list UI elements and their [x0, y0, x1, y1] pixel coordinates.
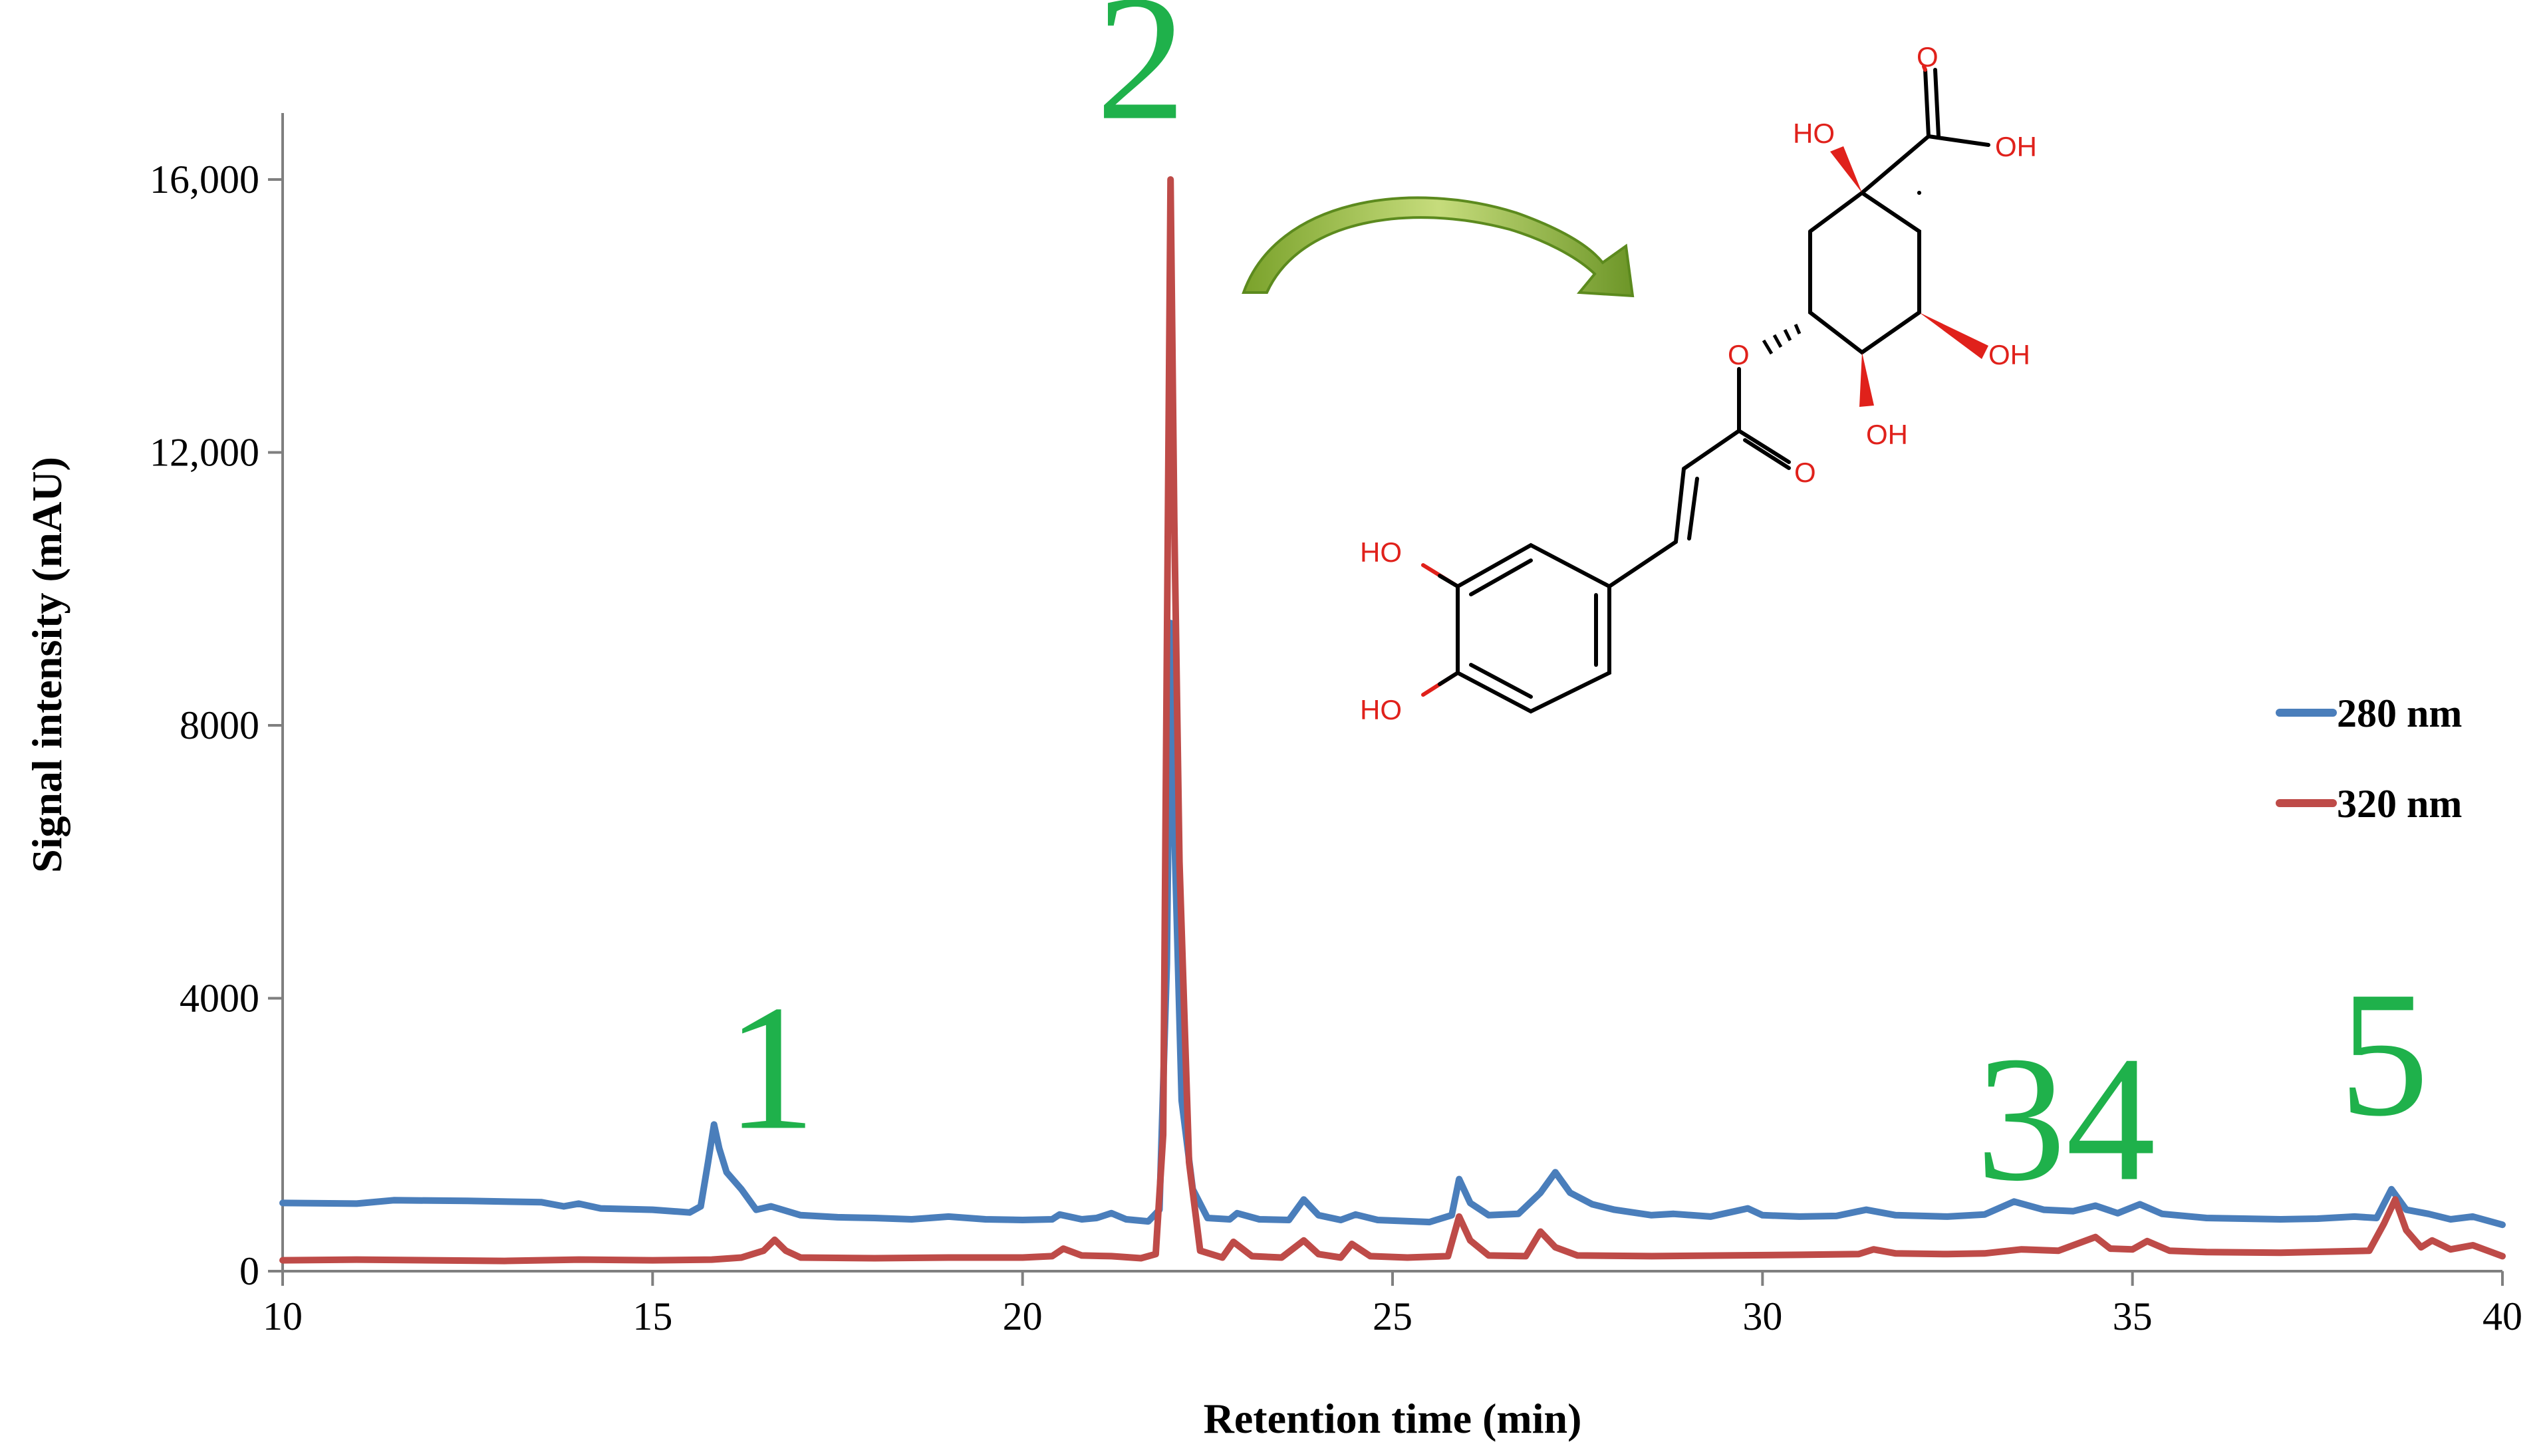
x-tick-label: 25 [1373, 1294, 1412, 1338]
x-tick-label: 10 [263, 1294, 303, 1338]
peak-label: 1 [726, 968, 816, 1167]
y-tick-label: 8000 [180, 703, 259, 747]
legend: 280 nm 320 nm [2276, 691, 2462, 826]
axes [281, 113, 2502, 1273]
atom-oh-bottom: OH [1866, 419, 1908, 450]
series-line-280nm [279, 620, 2506, 1229]
legend-label-320: 320 nm [2337, 782, 2462, 826]
x-tick-label: 20 [1003, 1294, 1043, 1338]
series-line-320nm [279, 176, 2506, 1265]
atom-oh-right: OH [1988, 339, 2030, 370]
series-group [279, 176, 2506, 1265]
atom-ho-aryl-top: HO [1360, 537, 1402, 568]
curved-arrow-icon [1242, 196, 1635, 298]
x-axis-title: Retention time (min) [1204, 1395, 1582, 1442]
atom-oh-acid: OH [1995, 131, 2037, 162]
y-tick-label: 4000 [180, 977, 259, 1021]
annotations-group: 1 2 34 5 [726, 0, 2429, 1218]
x-tick-label: 40 [2482, 1294, 2522, 1338]
atom-o-ester: O [1728, 339, 1750, 370]
y-axis-title: Signal intensity (mAU) [23, 457, 70, 873]
y-tick-label: 0 [239, 1249, 259, 1293]
x-tick-label: 15 [632, 1294, 672, 1338]
x-ticks: 10 15 20 25 30 35 40 [263, 1271, 2522, 1338]
atom-ho-top: HO [1793, 118, 1835, 149]
y-tick-label: 12,000 [150, 431, 259, 475]
chlorogenic-acid-structure: HO OH O O OH OH O HO HO [1360, 41, 2037, 725]
atom-o-carbonyl-top: O [1917, 41, 1939, 72]
atom-ho-aryl-bottom: HO [1360, 694, 1402, 725]
y-tick-label: 16,000 [150, 158, 259, 201]
atom-o-ester-carbonyl: O [1794, 457, 1816, 488]
legend-label-280: 280 nm [2337, 691, 2462, 735]
x-tick-label: 30 [1742, 1294, 1782, 1338]
y-ticks: 0 4000 8000 12,000 16,000 [150, 158, 283, 1293]
x-tick-label: 35 [2113, 1294, 2153, 1338]
peak-label: 2 [1096, 0, 1186, 158]
peak-label: 5 [2339, 955, 2429, 1153]
peak-label: 34 [1976, 1019, 2156, 1218]
